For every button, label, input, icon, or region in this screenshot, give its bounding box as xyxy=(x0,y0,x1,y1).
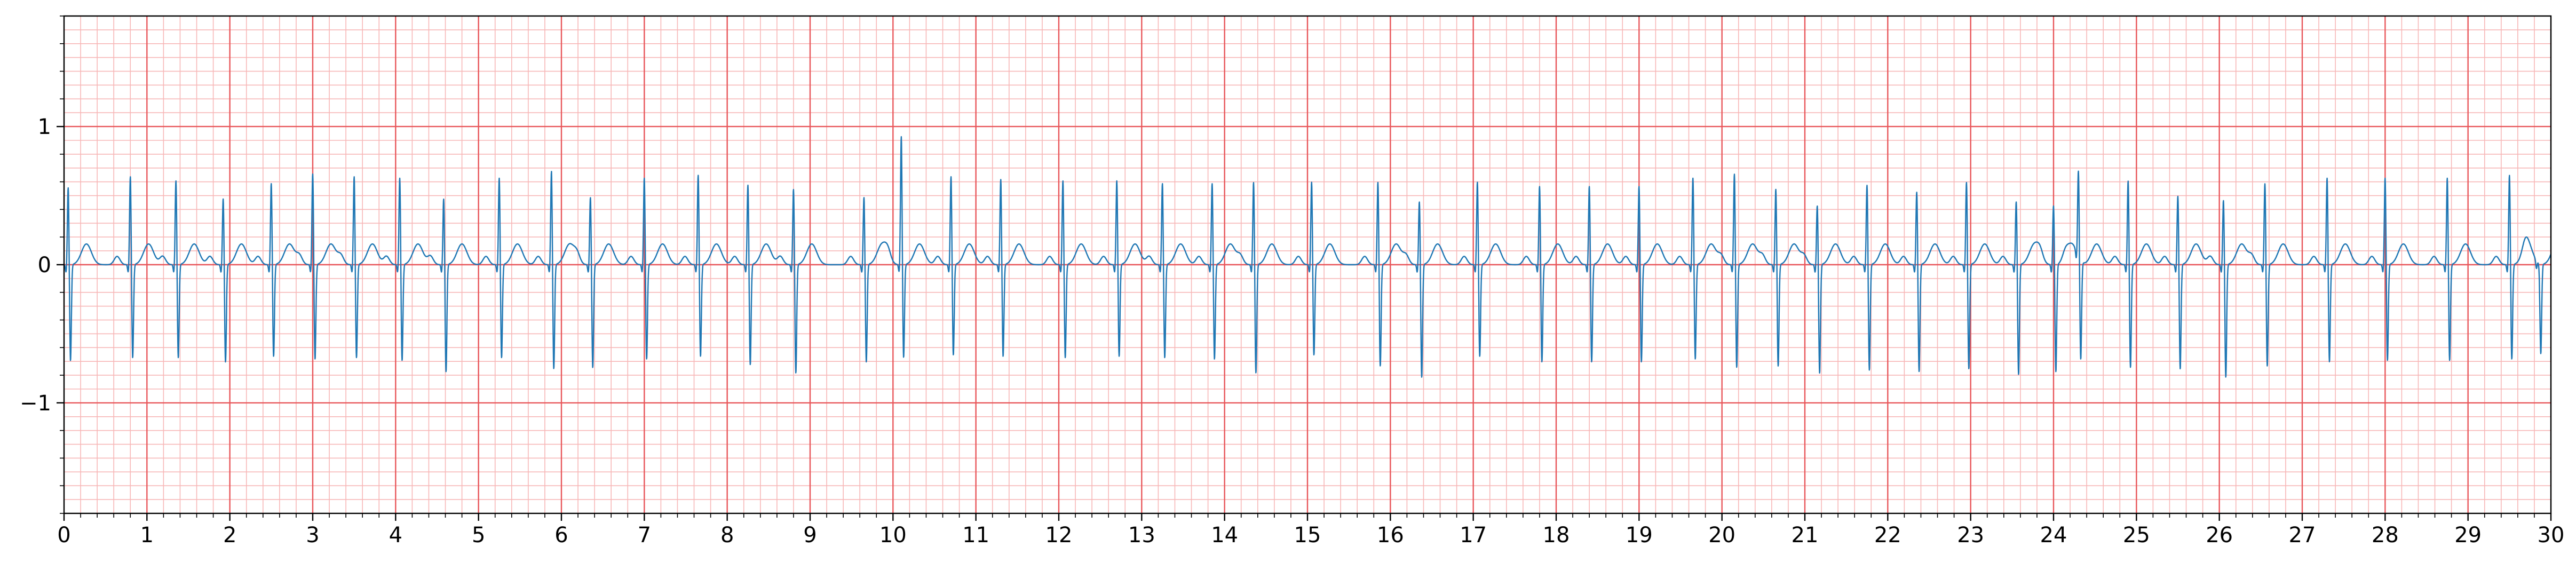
x-tick-label: 4 xyxy=(389,523,402,548)
x-tick-label: 13 xyxy=(1128,523,1155,548)
x-tick-label: 3 xyxy=(306,523,319,548)
x-tick-label: 10 xyxy=(879,523,907,548)
x-tick-label: 29 xyxy=(2454,523,2482,548)
y-tick-label: 0 xyxy=(38,253,51,277)
x-tick-label: 24 xyxy=(2040,523,2067,548)
x-tick-label: 8 xyxy=(720,523,734,548)
x-tick-label: 21 xyxy=(1792,523,1819,548)
x-axis-ticks: 0 1 2 3 4 5 6 7 8 9 10 11 12 13 14 15 16 17 18 19 20 21 22 23 24… xyxy=(57,513,2564,548)
x-tick-label: 26 xyxy=(2206,523,2233,548)
x-tick-label: 2 xyxy=(223,523,236,548)
x-tick-label: 1 xyxy=(140,523,154,548)
x-tick-label: 23 xyxy=(1957,523,1984,548)
x-tick-label: 5 xyxy=(472,523,485,548)
x-tick-label: 27 xyxy=(2289,523,2316,548)
x-tick-label: 12 xyxy=(1045,523,1073,548)
x-tick-label: 9 xyxy=(803,523,817,548)
y-tick-label: 1 xyxy=(38,115,51,139)
x-tick-label: 28 xyxy=(2372,523,2399,548)
x-tick-label: 15 xyxy=(1294,523,1321,548)
x-tick-label: 30 xyxy=(2538,523,2565,548)
x-tick-label: 14 xyxy=(1211,523,1238,548)
x-tick-label: 16 xyxy=(1377,523,1404,548)
y-tick-label: −1 xyxy=(20,391,51,416)
x-tick-label: 20 xyxy=(1708,523,1735,548)
x-tick-label: 11 xyxy=(962,523,989,548)
x-tick-label: 19 xyxy=(1626,523,1653,548)
x-tick-label: 22 xyxy=(1874,523,1901,548)
ecg-series-line xyxy=(64,136,2552,378)
x-tick-label: 7 xyxy=(638,523,651,548)
x-tick-label: 25 xyxy=(2123,523,2150,548)
x-tick-label: 0 xyxy=(57,523,70,548)
x-tick-label: 17 xyxy=(1460,523,1487,548)
x-tick-label: 6 xyxy=(554,523,568,548)
y-axis-ticks: −1 0 1 xyxy=(20,15,64,514)
x-tick-label: 18 xyxy=(1543,523,1570,548)
